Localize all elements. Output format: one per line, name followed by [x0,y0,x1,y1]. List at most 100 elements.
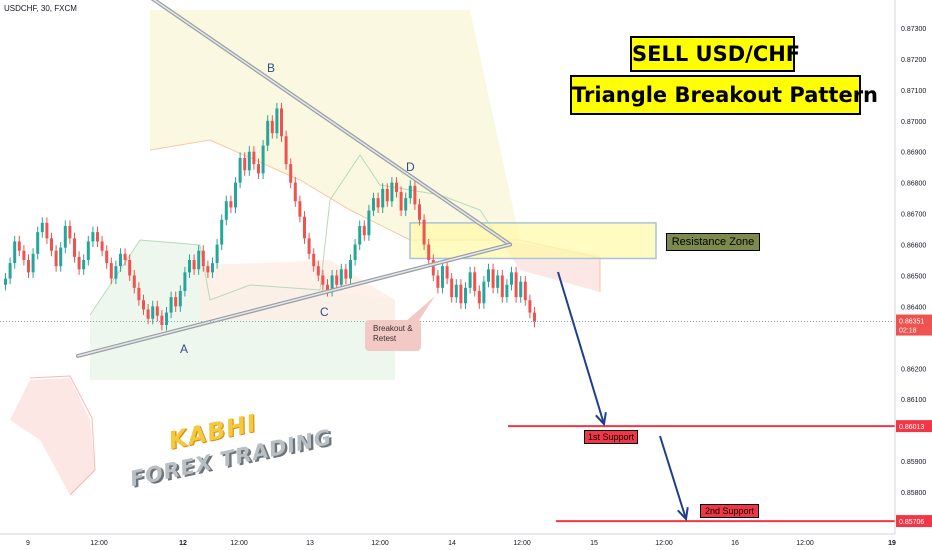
candle-body [128,260,132,276]
arrow-to-first-support [557,271,605,425]
candle-body [142,300,145,310]
candle-body [312,253,316,267]
candle-body [367,210,371,236]
headline-sell: SELL USD/CHF [630,36,800,72]
arrow-to-second-support [659,435,687,520]
candle-body [252,151,256,165]
candle-body [192,260,196,270]
current-price-countdown: 02:18 [899,328,917,335]
candle-body [100,241,104,251]
candle-body [174,297,178,307]
candle-body [358,225,362,245]
x-tick-label: 12:00 [655,540,673,547]
y-tick-label: 0.86100 [901,397,926,404]
x-tick-label: 15 [590,540,598,547]
candle-body [188,260,191,273]
resistance-zone-label: Resistance Zone [666,233,760,251]
candle-body [330,275,334,291]
candle-body [441,266,444,288]
y-tick-label: 0.86800 [901,181,926,188]
second-support-label: 2nd Support [700,504,759,518]
candle-body [105,250,109,264]
x-tick-label: 9 [26,540,30,547]
cloud-edge-red [29,375,96,496]
candle-body [349,260,352,279]
upper-trendline-inner [152,0,511,246]
candle-body [63,225,67,248]
candle-body [132,275,136,288]
current-price-value: 0.86351 [899,319,924,326]
callout-line-2: Retest [373,334,397,343]
candle-body [17,241,21,251]
candle-body [303,216,306,239]
candle-body [436,275,440,288]
candle-body [326,284,329,291]
candle-body [82,260,86,270]
candle-body [381,188,385,208]
candle-body [114,266,118,279]
candle-body [376,198,380,208]
candle-body [454,284,458,298]
cloud-red-shade [10,378,95,495]
candle-body [468,272,472,288]
candle-body [519,281,523,298]
candle-body [178,290,182,307]
candle-body [155,306,159,316]
candle-body [27,260,30,273]
x-tick-label: 16 [731,540,739,547]
candle-body [59,247,63,267]
x-tick-label: 14 [448,540,456,547]
candle-body [473,272,477,291]
x-tick-label: 12 [179,540,187,547]
candle-body [123,253,127,260]
candle-body [31,253,35,273]
x-tick-label: 12:00 [90,540,108,547]
candle-body [160,315,164,325]
support-price-badge-1 [896,420,932,433]
y-tick-label: 0.86600 [901,243,926,250]
y-tick-label: 0.87000 [901,119,926,126]
candle-body [247,151,251,171]
candle-body [229,201,233,208]
candle-body [197,250,201,270]
candle-body [339,269,343,285]
candle-body [137,287,141,301]
lower-trendline-inner [77,243,511,357]
y-tick-label: 0.87300 [901,26,926,33]
candle-body [491,269,495,288]
current-price-badge [896,314,932,336]
support-price-value-1: 0.86013 [899,424,924,431]
candle-body [201,250,205,267]
candle-body [390,182,394,202]
callout-line-1: Breakout & [373,324,413,333]
candle-body [385,188,389,202]
callout-pointer [405,296,435,322]
candle-body [482,281,486,304]
y-tick-label: 0.86700 [901,212,926,219]
candle-body [224,201,228,220]
y-tick-label: 0.87100 [901,88,926,95]
headline-pattern: Triangle Breakout Pattern [570,75,878,115]
candle-body [293,182,297,202]
candle-body [13,241,17,264]
candle-body [146,309,150,319]
candle-body [266,120,270,146]
candle-body [50,238,53,251]
candle-body [399,191,403,211]
candle-body [344,269,348,279]
candle-body [523,281,527,301]
candle-body [496,275,500,288]
candle-body [54,250,58,267]
point-label-b: B [267,61,276,75]
candle-body [418,204,421,220]
candle-body [289,164,293,183]
y-tick-label: 0.86400 [901,304,926,311]
x-tick-label: 12:00 [230,540,248,547]
candle-body [413,185,417,205]
y-tick-label: 0.85900 [901,459,926,466]
candle-body [73,238,76,257]
y-tick-label: 0.85800 [901,490,926,497]
candle-body [335,275,339,285]
candle-body [487,269,490,282]
candle-body [362,225,366,236]
